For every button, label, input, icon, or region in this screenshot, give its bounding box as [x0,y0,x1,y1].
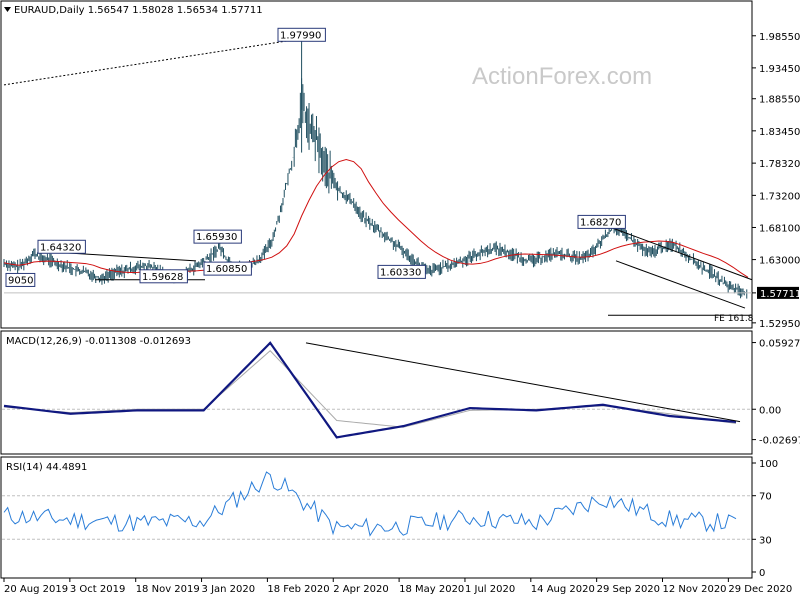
y-tick-label: 1.63000 [759,256,800,267]
x-tick-label: 12 Nov 2020 [663,584,727,595]
annotation-text: 1.97990 [280,30,321,41]
dotted-trendline [3,38,298,86]
watermark: ActionForex.com [472,63,652,90]
y-tick-label: 70 [759,492,772,503]
x-tick-label: 29 Sep 2020 [597,584,660,595]
y-tick-label: -0.026978 [759,436,800,447]
y-tick-label: 1.73200 [759,191,800,202]
y-tick-label: 0.059272 [759,339,800,350]
annotation-text: 1.60850 [206,264,247,275]
price-annotations: 1.97990 1.64320 1.65930 1.59628 1.60850 1.603… [5,27,626,287]
price-annotation: 1.65930 [193,229,242,244]
macd-line [3,341,737,439]
price-annotation: 1.60850 [203,261,252,276]
annotation-box [277,27,326,42]
annotation-text: 9050 [8,275,33,286]
y-tick-label: 1.68100 [759,223,800,234]
rsi-line [3,471,737,537]
price-annotation: 1.97990 [277,27,326,42]
annotation-box [193,229,242,244]
annotation-text: 1.68270 [580,217,621,228]
annotation-box [5,272,36,287]
annotation-box [377,264,426,279]
x-tick-label: 3 Oct 2019 [70,584,125,595]
price-annotation: 1.68270 [577,214,626,229]
y-tick-label: 1.52950 [759,319,800,330]
x-tick-label: 29 Dec 2020 [728,584,792,595]
y-tick-label: 1.88550 [759,95,800,106]
fe-label: FE 161.8 [714,314,754,324]
macd-plot [2,341,752,439]
y-tick-label: 30 [759,535,772,546]
x-tick-label: 20 Aug 2019 [4,584,68,595]
annotation-text: 1.64320 [40,242,81,253]
y-tick-label: 1.78320 [759,159,800,170]
x-axis: 20 Aug 2019 3 Oct 2019 18 Nov 2019 3 Jan 20… [3,578,792,595]
y-tick-label: 1.83450 [759,127,800,138]
main-panel-frame [0,0,753,329]
annotation-box [37,239,86,254]
x-tick-label: 1 Jul 2020 [465,584,515,595]
macd-header-text: MACD(12,26,9) -0.011308 -0.012693 [6,336,191,347]
macd-trendline [305,342,741,423]
macd-panel-frame [0,330,753,455]
annotation-text: 1.65930 [196,232,237,243]
channel-lower [615,260,746,309]
x-tick-label: 14 Aug 2020 [531,584,595,595]
x-tick-label: 18 May 2020 [399,584,464,595]
x-tick-label: 3 Jan 2020 [202,584,256,595]
x-tick-label: 18 Nov 2019 [136,584,200,595]
y-tick-label: 0.00 [759,405,781,416]
x-tick-label: 18 Feb 2020 [267,584,329,595]
price-annotation: 1.59628 [139,269,188,284]
last-price-box [757,286,799,299]
annotation-text: 1.59628 [142,272,183,283]
annotation-text: 1.60330 [380,267,421,278]
macd-y-axis: 0.059272 0.00 -0.026978 [752,339,800,447]
annotation-box [139,269,188,284]
main-header: EURAUD,Daily 1.56547 1.58028 1.56534 1.5… [4,5,263,16]
y-tick-label: 1.98550 [759,32,800,43]
y-tick-label: 0 [759,568,765,579]
main-header-text: EURAUD,Daily 1.56547 1.58028 1.56534 1.5… [14,5,263,16]
channel-upper [607,225,753,281]
moving-average-line [3,159,749,278]
main-y-axis: 1.98550 1.93450 1.88550 1.83450 1.78320 1.732… [752,32,800,330]
rsi-panel-frame [0,456,753,579]
price-annotation: 1.64320 [37,239,86,254]
rsi-header-text: RSI(14) 44.4891 [6,462,87,473]
annotation-box [203,261,252,276]
y-tick-label: 100 [759,459,778,470]
price-annotation: 9050 [5,272,36,287]
x-tick-label: 2 Apr 2020 [333,584,388,595]
annotation-box [577,214,626,229]
y-tick-label: 1.93450 [759,64,800,75]
dropdown-triangle-icon[interactable] [4,7,11,12]
rsi-plot [2,471,752,540]
price-annotation: 1.60330 [377,264,426,279]
y-tick-label: 1.57711 [760,289,800,300]
rsi-y-axis: 100 70 30 0 [752,459,778,579]
